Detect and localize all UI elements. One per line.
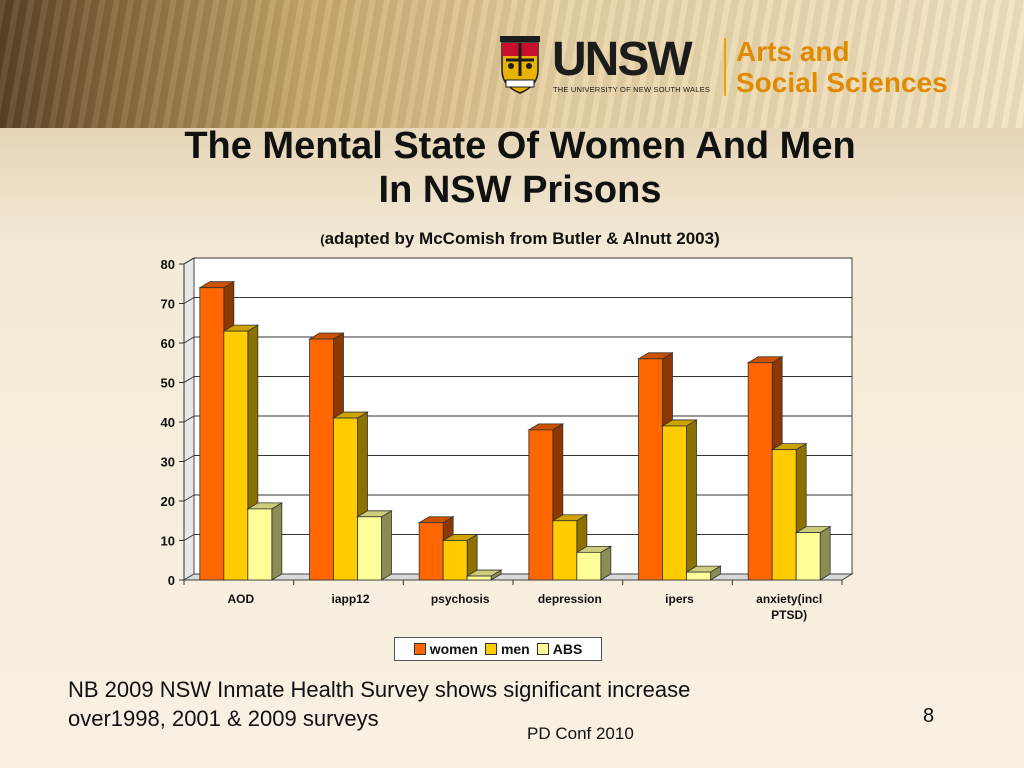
bar-women bbox=[638, 358, 663, 581]
y-tick-label: 40 bbox=[161, 415, 175, 430]
title-line-2: In NSW Prisons bbox=[378, 169, 662, 211]
x-tick-label: anxiety(incl bbox=[756, 592, 822, 606]
gridline-side bbox=[183, 494, 195, 502]
bar-men bbox=[662, 425, 687, 581]
bar-ABS bbox=[247, 508, 273, 581]
university-crest-icon bbox=[500, 36, 540, 94]
y-tick-label: 30 bbox=[161, 455, 175, 470]
bar-women bbox=[418, 522, 444, 581]
gridline-side bbox=[183, 376, 195, 383]
x-tick-label: iapp12 bbox=[331, 592, 369, 606]
bar-women bbox=[309, 338, 334, 581]
bar-ABS bbox=[576, 551, 602, 581]
bar-side-men bbox=[686, 419, 697, 581]
legend-label: ABS bbox=[552, 641, 583, 657]
logo-wordmark: UNSW bbox=[552, 33, 693, 86]
x-tick-label: psychosis bbox=[431, 592, 490, 606]
survey-note: NB 2009 NSW Inmate Health Survey shows s… bbox=[68, 675, 828, 733]
note-line-1: NB 2009 NSW Inmate Health Survey shows s… bbox=[68, 677, 691, 702]
x-tick-label: depression bbox=[538, 592, 602, 606]
legend-swatch bbox=[413, 643, 426, 655]
chart-legend: women men ABS bbox=[394, 637, 602, 661]
footer-conference: PD Conf 2010 bbox=[527, 724, 634, 743]
bar-men bbox=[223, 330, 249, 581]
bar-side-ABS bbox=[271, 502, 283, 581]
gridline-side bbox=[183, 257, 195, 265]
note-line-2: over1998, 2001 & 2009 surveys bbox=[68, 706, 379, 731]
bar-ABS bbox=[795, 532, 821, 581]
legend-swatch bbox=[536, 643, 549, 655]
bar-side-ABS bbox=[381, 510, 392, 581]
bar-men bbox=[552, 520, 578, 581]
y-tick-label: 10 bbox=[161, 534, 175, 549]
gridline-side bbox=[183, 336, 195, 344]
legend-item-women: women bbox=[413, 641, 478, 657]
faculty-line-2: Social Sciences bbox=[736, 67, 948, 98]
unsw-logo: UNSW THE UNIVERSITY OF NEW SOUTH WALES A… bbox=[500, 33, 990, 100]
bar-ABS bbox=[357, 516, 382, 581]
y-tick-label: 50 bbox=[161, 376, 175, 391]
bar-ABS bbox=[466, 575, 492, 581]
gridline-side bbox=[183, 455, 195, 462]
bar-ABS bbox=[686, 571, 711, 581]
logo-subtitle: THE UNIVERSITY OF NEW SOUTH WALES bbox=[553, 85, 711, 94]
gridline-side bbox=[183, 415, 195, 423]
bar-women bbox=[747, 362, 773, 581]
y-tick-label: 60 bbox=[161, 336, 175, 351]
legend-swatch bbox=[484, 643, 497, 655]
legend-item-men: men bbox=[484, 641, 530, 657]
bar-side-ABS bbox=[819, 525, 831, 581]
subtitle-text: adapted by McComish from Butler & Alnutt… bbox=[324, 229, 720, 248]
y-tick-label: 0 bbox=[168, 573, 175, 588]
bar-women bbox=[199, 287, 225, 581]
y-tick-label: 80 bbox=[161, 257, 175, 272]
subtitle-paren: ( bbox=[320, 232, 325, 247]
x-tick-label: AOD bbox=[227, 592, 254, 606]
bar-men bbox=[771, 449, 797, 581]
bar-men bbox=[333, 417, 358, 581]
gridline-side bbox=[183, 534, 195, 541]
legend-label: women bbox=[429, 641, 478, 657]
page-number: 8 bbox=[923, 705, 935, 727]
faculty-line-1: Arts and bbox=[736, 36, 850, 67]
header-fade bbox=[0, 128, 1024, 248]
x-tick-label: ipers bbox=[665, 592, 694, 606]
gridline-side bbox=[183, 297, 195, 304]
y-tick-label: 20 bbox=[161, 494, 175, 509]
logo-divider bbox=[724, 38, 726, 96]
slide-subtitle: (adapted by McComish from Butler & Alnut… bbox=[0, 229, 1024, 249]
bar-women bbox=[528, 429, 554, 581]
bar-men bbox=[442, 540, 468, 581]
title-line-1: The Mental State Of Women And Men bbox=[184, 125, 856, 167]
slide-title: The Mental State Of Women And Men In NSW… bbox=[0, 124, 1024, 212]
legend-item-abs: ABS bbox=[536, 641, 583, 657]
y-tick-label: 70 bbox=[161, 297, 175, 312]
x-tick-label: PTSD) bbox=[771, 608, 807, 622]
faculty-name: Arts and Social Sciences bbox=[736, 36, 948, 98]
legend-label: men bbox=[500, 641, 530, 657]
